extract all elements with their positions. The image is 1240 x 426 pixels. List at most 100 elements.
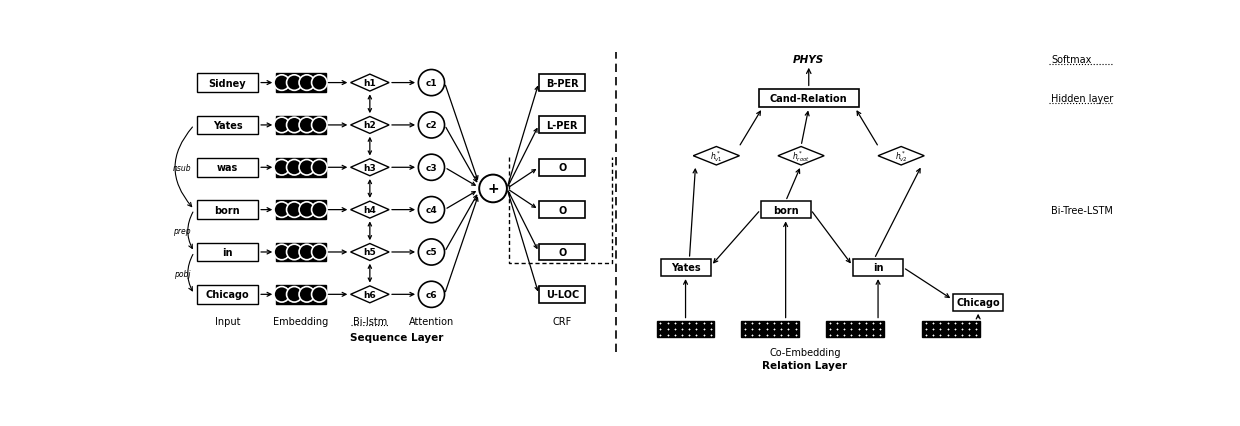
Text: Yates: Yates (212, 121, 242, 131)
Circle shape (286, 287, 303, 302)
Circle shape (299, 160, 315, 176)
Text: Embedding: Embedding (273, 317, 329, 326)
Text: in: in (222, 248, 233, 257)
Text: Input: Input (215, 317, 241, 326)
FancyBboxPatch shape (275, 243, 326, 262)
FancyBboxPatch shape (275, 285, 326, 304)
Text: Co-Embedding: Co-Embedding (769, 347, 841, 357)
Circle shape (418, 70, 445, 96)
Polygon shape (351, 75, 389, 92)
Text: B-PER: B-PER (546, 78, 579, 88)
Circle shape (299, 202, 315, 218)
Text: h1: h1 (363, 79, 376, 88)
Circle shape (418, 239, 445, 265)
Circle shape (286, 118, 303, 133)
Circle shape (299, 118, 315, 133)
Circle shape (286, 245, 303, 260)
Text: born: born (773, 205, 799, 215)
Text: in: in (873, 263, 883, 273)
FancyBboxPatch shape (539, 201, 585, 219)
Circle shape (479, 175, 507, 203)
FancyBboxPatch shape (539, 159, 585, 176)
Text: c6: c6 (425, 290, 438, 299)
Circle shape (311, 245, 327, 260)
Text: Chicago: Chicago (206, 290, 249, 299)
Text: h5: h5 (363, 248, 376, 257)
Circle shape (274, 287, 290, 302)
Circle shape (274, 118, 290, 133)
FancyBboxPatch shape (197, 158, 258, 177)
Text: +: + (487, 182, 498, 196)
Circle shape (299, 287, 315, 302)
Text: Yates: Yates (671, 263, 701, 273)
Text: PHYS: PHYS (794, 55, 825, 65)
Text: Sequence Layer: Sequence Layer (350, 332, 444, 342)
Circle shape (274, 202, 290, 218)
Text: Cand-Relation: Cand-Relation (770, 94, 848, 104)
Text: Softmax: Softmax (1052, 55, 1091, 65)
FancyBboxPatch shape (539, 244, 585, 261)
Circle shape (299, 76, 315, 91)
FancyBboxPatch shape (760, 201, 811, 219)
Circle shape (418, 282, 445, 308)
FancyBboxPatch shape (275, 74, 326, 92)
Polygon shape (351, 201, 389, 219)
Text: h3: h3 (363, 164, 376, 173)
Text: CRF: CRF (553, 317, 572, 326)
Text: h4: h4 (363, 206, 376, 215)
Circle shape (274, 245, 290, 260)
Circle shape (311, 160, 327, 176)
FancyBboxPatch shape (197, 243, 258, 262)
Circle shape (311, 287, 327, 302)
FancyBboxPatch shape (275, 158, 326, 177)
Text: h6: h6 (363, 290, 376, 299)
Text: was: was (217, 163, 238, 173)
Polygon shape (777, 147, 825, 166)
FancyBboxPatch shape (539, 117, 585, 134)
Text: $h^*_{v1}$: $h^*_{v1}$ (711, 149, 723, 164)
Polygon shape (878, 147, 924, 166)
FancyBboxPatch shape (923, 321, 980, 338)
FancyBboxPatch shape (539, 75, 585, 92)
Text: c3: c3 (425, 164, 438, 173)
FancyBboxPatch shape (197, 116, 258, 135)
Text: O: O (558, 248, 567, 257)
FancyBboxPatch shape (657, 321, 714, 338)
FancyBboxPatch shape (826, 321, 884, 338)
Text: prep: prep (174, 227, 191, 236)
FancyBboxPatch shape (275, 201, 326, 219)
Text: nsub: nsub (172, 164, 191, 173)
Text: O: O (558, 205, 567, 215)
Circle shape (299, 245, 315, 260)
Text: Hidden layer: Hidden layer (1052, 94, 1114, 104)
Text: Chicago: Chicago (956, 297, 999, 307)
FancyBboxPatch shape (742, 321, 799, 338)
Text: h2: h2 (363, 121, 376, 130)
Text: c2: c2 (425, 121, 438, 130)
Polygon shape (351, 286, 389, 303)
Polygon shape (351, 244, 389, 261)
Text: $h^*_{v2}$: $h^*_{v2}$ (895, 149, 908, 164)
FancyBboxPatch shape (539, 286, 585, 303)
Circle shape (311, 118, 327, 133)
Polygon shape (693, 147, 739, 166)
Circle shape (286, 202, 303, 218)
Text: $h^*_{root}$: $h^*_{root}$ (792, 149, 810, 164)
FancyBboxPatch shape (197, 285, 258, 304)
FancyBboxPatch shape (661, 259, 711, 276)
Circle shape (274, 160, 290, 176)
Text: c1: c1 (425, 79, 438, 88)
Polygon shape (351, 159, 389, 176)
Text: born: born (215, 205, 241, 215)
Text: U-LOC: U-LOC (546, 290, 579, 299)
Text: c4: c4 (425, 206, 438, 215)
Circle shape (286, 160, 303, 176)
Text: pobj: pobj (174, 269, 190, 278)
Polygon shape (351, 117, 389, 134)
FancyBboxPatch shape (197, 74, 258, 92)
FancyBboxPatch shape (954, 294, 1003, 311)
FancyBboxPatch shape (197, 201, 258, 219)
Text: Sidney: Sidney (208, 78, 247, 88)
FancyBboxPatch shape (275, 116, 326, 135)
FancyBboxPatch shape (759, 89, 859, 108)
